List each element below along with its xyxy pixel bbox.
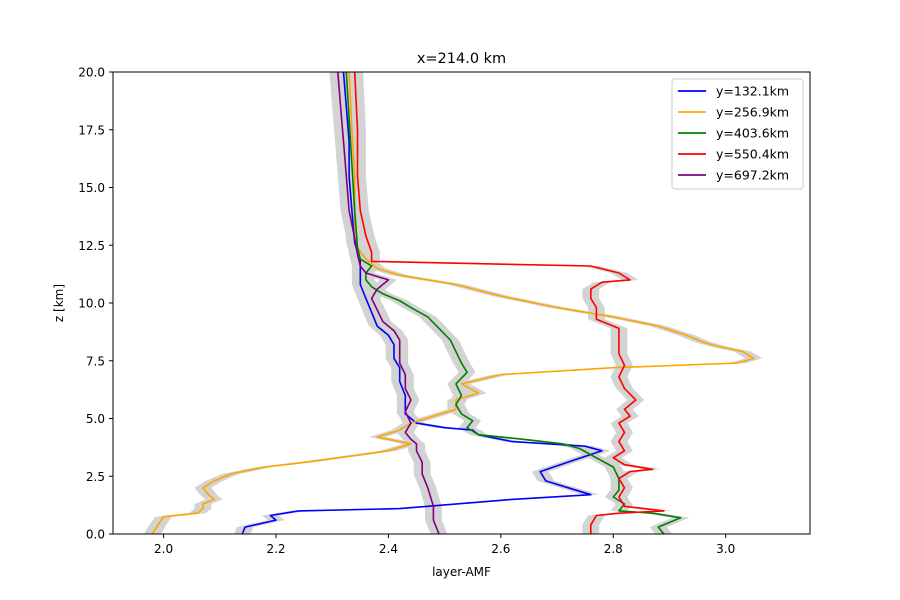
legend-label: y=132.1km	[716, 84, 789, 99]
uncertainty-band	[143, 72, 763, 534]
x-tick-label: 2.6	[491, 542, 510, 556]
series-line	[337, 72, 440, 534]
y-tick-label: 2.5	[86, 470, 105, 484]
y-tick-label: 12.5	[78, 239, 105, 253]
legend-frame	[671, 78, 804, 190]
legend-label: y=256.9km	[716, 105, 789, 120]
legend: y=132.1km y=256.9km y=403.6km y=550.4km y=69…	[671, 78, 804, 190]
x-axis-ticks: 2.0 2.2 2.4 2.6 2.8 3.0	[154, 534, 735, 556]
series-line	[353, 72, 665, 534]
uncertainty-band	[337, 72, 690, 534]
series-line	[151, 72, 755, 534]
x-tick-label: 3.0	[716, 542, 735, 556]
x-tick-label: 2.8	[604, 542, 623, 556]
y-axis-ticks: 0.0 2.5 5.0 7.5 10.0 12.5 15.0 17.5 20.0	[78, 66, 113, 542]
series-line	[345, 72, 682, 534]
uncertainty-band	[233, 72, 611, 534]
y-tick-label: 0.0	[86, 528, 105, 542]
y-tick-label: 15.0	[78, 181, 105, 195]
series-lines	[151, 72, 755, 534]
plot-area	[143, 72, 763, 534]
x-tick-label: 2.4	[379, 542, 398, 556]
legend-label: y=550.4km	[716, 147, 789, 162]
y-axis-label: z [km]	[52, 284, 66, 322]
x-tick-label: 2.0	[154, 542, 173, 556]
y-tick-label: 5.0	[86, 412, 105, 426]
y-tick-label: 20.0	[78, 66, 105, 80]
y-tick-label: 10.0	[78, 297, 105, 311]
x-axis-label: layer-AMF	[432, 565, 491, 579]
y-tick-label: 17.5	[78, 123, 105, 137]
legend-label: y=403.6km	[716, 126, 789, 141]
x-tick-label: 2.2	[266, 542, 285, 556]
y-tick-label: 7.5	[86, 354, 105, 368]
legend-label: y=697.2km	[716, 168, 789, 183]
chart-title: x=214.0 km	[417, 51, 506, 67]
